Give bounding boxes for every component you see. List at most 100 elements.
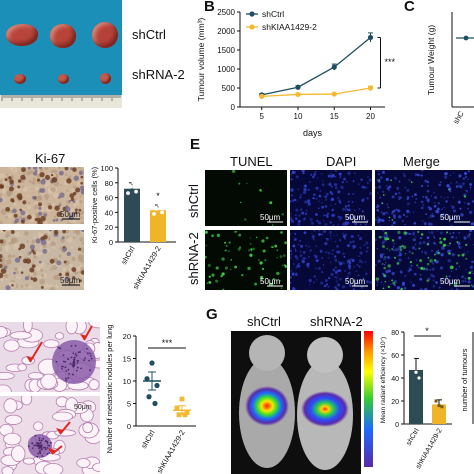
meta-ytick-label: 15 (123, 355, 131, 364)
tunel-ctrl (205, 170, 287, 226)
ki67-point (134, 189, 138, 194)
meta-ylabel: Number of metastatic nodules per lung (105, 325, 114, 454)
growth-legend-label: shCtrl (262, 9, 284, 19)
panel-letter-e: E (190, 136, 201, 153)
rad-point (411, 358, 415, 362)
ki67-point (157, 203, 162, 207)
tumour-label-ctrl: shCtrl (132, 27, 166, 42)
ivis-colorbar (364, 331, 373, 467)
ki67-ytick-label: 40 (105, 208, 113, 217)
dapi-shrna (290, 230, 372, 290)
growth-ytick-label: 1000 (217, 65, 235, 74)
ki67-bar (150, 210, 166, 242)
growth-point (295, 91, 301, 98)
merge-scale-2: 50μm (440, 277, 461, 286)
tunel-header: TUNEL (230, 154, 273, 169)
growth-xtick-label: 15 (330, 112, 339, 121)
merge-ctrl (375, 170, 474, 226)
tumour-shrna-1 (14, 74, 26, 84)
growth-ylabel: Tumour volume (mm³) (196, 17, 206, 101)
meta-ytick-label: 5 (127, 400, 131, 409)
meta-xtick-label: shCtrl (139, 428, 157, 450)
growth-legend-marker (249, 24, 255, 30)
growth-xtick-label: 20 (366, 112, 375, 121)
meta-point (144, 376, 150, 382)
metastatic-chart: 0 5 10 15 20 Number of metastatic nodules per… (105, 325, 196, 474)
rad-ytick-label: 0 (395, 422, 399, 429)
rad-significance: * (425, 326, 429, 336)
rad-xtick-label: shKIAA1429-2 (415, 427, 444, 470)
ivis-mice (231, 331, 361, 474)
meta-xtick-label: shKIAA1429-2 (155, 429, 187, 474)
ki67-ytick-label: 0 (109, 238, 113, 247)
merge-scale-1: 50μm (440, 213, 461, 222)
ki67-ylabel: Ki-67-positive cells (%) (90, 166, 99, 243)
tunel-row-label-shrna: shRNA-2 (186, 232, 201, 285)
tunel-shrna (205, 230, 287, 290)
ki67-significance: * (156, 191, 160, 201)
growth-series-line (261, 36, 371, 96)
dapi-scale-1: 50μm (345, 213, 366, 222)
ki67-point (128, 184, 133, 189)
meta-point (152, 400, 158, 407)
growth-point (259, 93, 265, 99)
growth-significance: *** (385, 57, 396, 67)
ki67-point (131, 180, 136, 185)
growth-chart: 0 500 1000 1500 2000 2500 5 10 15 20 days Tumour vo… (196, 8, 396, 138)
growth-point (331, 91, 337, 97)
rad-point (440, 405, 444, 409)
rad-bar (409, 369, 423, 424)
ki67-xtick-label: shKIAA1429-2 (131, 245, 163, 291)
growth-series-line (261, 87, 371, 98)
growth-point (367, 85, 374, 91)
panel-letter-b: B (204, 0, 215, 15)
tunel-scale-2: 50μm (260, 277, 281, 286)
growth-point (367, 34, 374, 41)
ki67-micrograph-ctrl: 50μm (0, 167, 84, 224)
ki67-ytick-label: 60 (105, 194, 113, 203)
rad-ytick-label: 40 (391, 376, 399, 383)
rad-xtick-label: shCtrl (406, 427, 421, 447)
ki67-ytick-label: 80 (105, 179, 113, 188)
meta-point (182, 412, 188, 418)
ki67-point (154, 206, 159, 211)
ki67-point (160, 210, 164, 215)
meta-significance: *** (162, 338, 173, 348)
ki67-title: Ki-67 (35, 151, 66, 166)
signal-shrna (301, 391, 349, 427)
rad-point (434, 399, 438, 403)
rad-ylabel: Mean radiant efficiency (×10⁷) (380, 337, 387, 423)
tumour-ctrl-2 (50, 24, 76, 48)
meta-point (146, 394, 152, 400)
growth-xlabel: days (303, 128, 323, 138)
dapi-header: DAPI (326, 154, 357, 169)
ki67-scale-2: 50μm (60, 276, 81, 285)
ki67-bar (124, 188, 140, 242)
ki67-micrograph-shrna: 50μm (0, 230, 84, 290)
tumour-ctrl-3 (92, 22, 118, 48)
growth-legend-marker (249, 11, 255, 17)
growth-ytick-label: 2000 (217, 27, 235, 36)
panel-letter-c: C (404, 0, 415, 15)
ki67-xtick-label: shCtrl (119, 244, 137, 266)
tunel-row-label-ctrl: shCtrl (186, 184, 201, 218)
rad-ytick-label: 20 (391, 399, 399, 406)
ruler-ticks (1, 95, 121, 101)
meta-ytick-label: 20 (123, 332, 131, 341)
growth-xtick-label: 10 (294, 112, 303, 121)
tunel-scale-1: 50μm (260, 213, 281, 222)
growth-xtick-label: 5 (260, 112, 265, 121)
ruler (0, 95, 122, 108)
weight-ylabel: Tumour Weight (g) (426, 25, 436, 96)
rad-bar (432, 404, 446, 424)
tumour-ctrl-1 (6, 24, 38, 46)
tumour-weight-chart: Tumour Weight (g) shC (426, 12, 474, 126)
ki67-ytick-label: 100 (100, 164, 113, 173)
growth-point (331, 64, 337, 70)
meta-point (176, 412, 182, 418)
tumour-label-shrna: shRNA-2 (132, 67, 185, 82)
meta-point (179, 396, 185, 402)
growth-point (295, 84, 301, 90)
lung-micrograph-shrna: 50μm (0, 396, 100, 474)
